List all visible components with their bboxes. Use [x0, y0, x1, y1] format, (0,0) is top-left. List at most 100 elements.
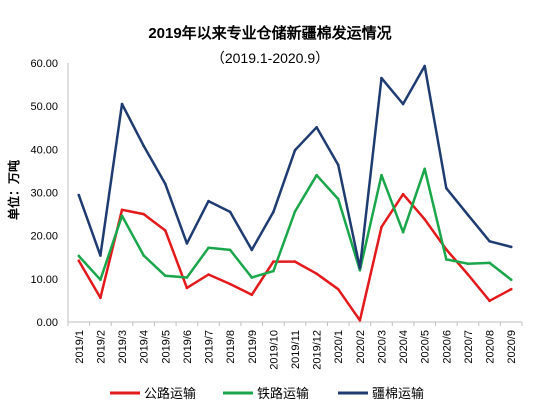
data-point [423, 217, 427, 221]
data-point [358, 318, 362, 322]
x-tick-label: 2020/4 [398, 330, 410, 364]
chart-title: 2019年以来专业仓储新疆棉发运情况 [148, 24, 391, 42]
data-point [466, 262, 470, 266]
y-tick-label: 60.00 [30, 58, 58, 70]
data-point [163, 274, 167, 278]
x-tick-label: 2019/8 [225, 330, 237, 364]
x-tick-label: 2019/9 [247, 330, 259, 364]
data-point [272, 269, 275, 273]
data-point [99, 254, 102, 257]
data-point [228, 210, 232, 214]
data-point [250, 276, 254, 279]
data-point [77, 254, 81, 258]
x-tick-label: 2020/2 [355, 330, 367, 364]
data-point [77, 259, 81, 263]
data-point [380, 76, 383, 80]
y-tick-label: 50.00 [30, 101, 58, 113]
x-tick-label: 2019/11 [290, 330, 302, 369]
x-tick-label: 2020/6 [441, 330, 453, 364]
data-point [163, 182, 167, 186]
data-point [185, 286, 189, 290]
data-point [445, 186, 448, 190]
data-point [315, 272, 318, 275]
data-point [120, 214, 124, 218]
data-point [488, 239, 491, 243]
series-layer [77, 64, 513, 322]
data-point [336, 287, 340, 291]
series-line [77, 64, 513, 270]
data-point [272, 210, 275, 214]
y-tick-label: 20.00 [30, 231, 58, 243]
data-point [120, 208, 124, 212]
data-point [185, 242, 189, 245]
data-point [315, 173, 318, 177]
y-tick-label: 0.00 [37, 317, 58, 329]
data-point [315, 126, 318, 129]
data-point [207, 273, 210, 276]
legend-label: 公路运输 [144, 386, 196, 401]
data-point [509, 278, 513, 281]
data-point [228, 248, 232, 252]
data-point [445, 248, 448, 251]
x-tick-label: 2020/8 [485, 330, 497, 364]
data-point [488, 261, 491, 265]
data-point [228, 282, 232, 286]
y-tick-label: 40.00 [30, 144, 58, 156]
y-tick-label: 30.00 [30, 188, 58, 200]
data-point [401, 102, 405, 106]
data-point [336, 197, 340, 201]
legend-label: 疆棉运输 [372, 386, 424, 401]
data-point [207, 199, 210, 203]
data-point [488, 299, 491, 303]
data-point [358, 268, 362, 272]
x-tick-label: 2019/2 [95, 330, 107, 364]
data-point [466, 213, 470, 217]
x-tick-label: 2020/9 [506, 330, 518, 364]
data-point [509, 245, 513, 249]
data-point [358, 266, 362, 270]
legend: 公路运输 铁路运输 疆棉运输 [110, 386, 424, 401]
data-point [99, 296, 102, 300]
x-tick-label: 2019/6 [182, 330, 194, 364]
x-tick-label: 2019/12 [312, 330, 324, 370]
legend-label: 铁路运输 [257, 386, 309, 401]
data-point [509, 287, 513, 291]
data-point [142, 254, 145, 257]
data-point [293, 210, 297, 213]
data-point [120, 102, 124, 106]
axes: 0.00 10.00 20.00 30.00 40.00 50.00 60.00 2019/1… [30, 58, 523, 370]
data-point [293, 260, 297, 263]
x-tick-label: 2019/1 [74, 330, 86, 364]
data-point [142, 212, 145, 216]
data-point [466, 273, 470, 276]
x-tick-label: 2019/7 [204, 330, 216, 364]
x-tick-label: 2019/10 [268, 330, 280, 370]
data-point [99, 278, 102, 281]
data-point [401, 230, 405, 234]
x-tick-label: 2019/3 [117, 330, 129, 364]
y-tick-label: 10.00 [30, 274, 58, 286]
y-axis-label: 单位：万吨 [6, 160, 21, 220]
data-point [142, 144, 145, 148]
data-point [445, 258, 448, 261]
x-tick-label: 2020/1 [333, 330, 345, 364]
x-tick-label: 2020/5 [420, 330, 432, 364]
data-point [380, 173, 383, 177]
data-point [207, 246, 210, 250]
x-tick-label: 2020/3 [376, 330, 388, 364]
data-point [250, 248, 254, 252]
data-point [272, 260, 275, 263]
x-tick-label: 2019/4 [139, 330, 151, 364]
chart-subtitle: （2019.1-2020.9） [211, 50, 329, 66]
data-point [336, 163, 340, 167]
data-point [380, 225, 383, 229]
x-tick-label: 2019/5 [160, 330, 172, 364]
x-tick-label: 2020/7 [463, 330, 475, 364]
data-point [423, 167, 427, 171]
data-point [77, 193, 81, 197]
data-point [250, 293, 254, 297]
data-point [423, 64, 427, 68]
data-point [185, 276, 189, 279]
